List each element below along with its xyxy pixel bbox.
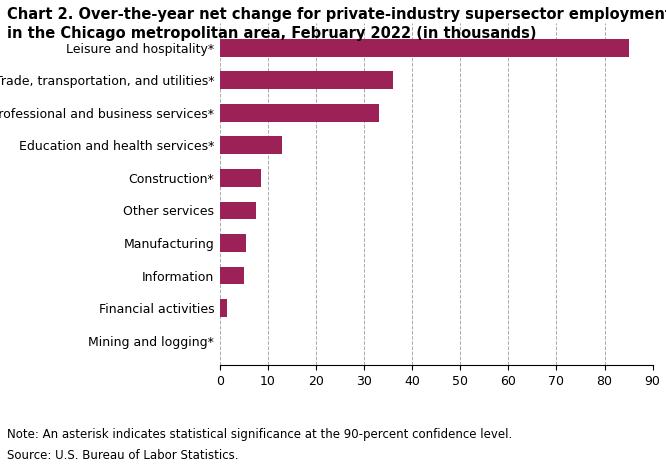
Bar	[220, 267, 244, 285]
Bar	[220, 39, 629, 57]
Text: Note: An asterisk indicates statistical significance at the 90-percent confidenc: Note: An asterisk indicates statistical …	[7, 428, 512, 441]
Text: Chart 2. Over-the-year net change for private-industry supersector employment
in: Chart 2. Over-the-year net change for pr…	[7, 7, 666, 41]
Bar	[220, 104, 378, 122]
Bar	[220, 137, 282, 154]
Bar	[220, 299, 227, 317]
Bar	[220, 234, 246, 252]
Bar	[220, 72, 393, 89]
Text: Source: U.S. Bureau of Labor Statistics.: Source: U.S. Bureau of Labor Statistics.	[7, 449, 238, 462]
Bar	[220, 169, 260, 187]
Bar	[220, 202, 256, 219]
